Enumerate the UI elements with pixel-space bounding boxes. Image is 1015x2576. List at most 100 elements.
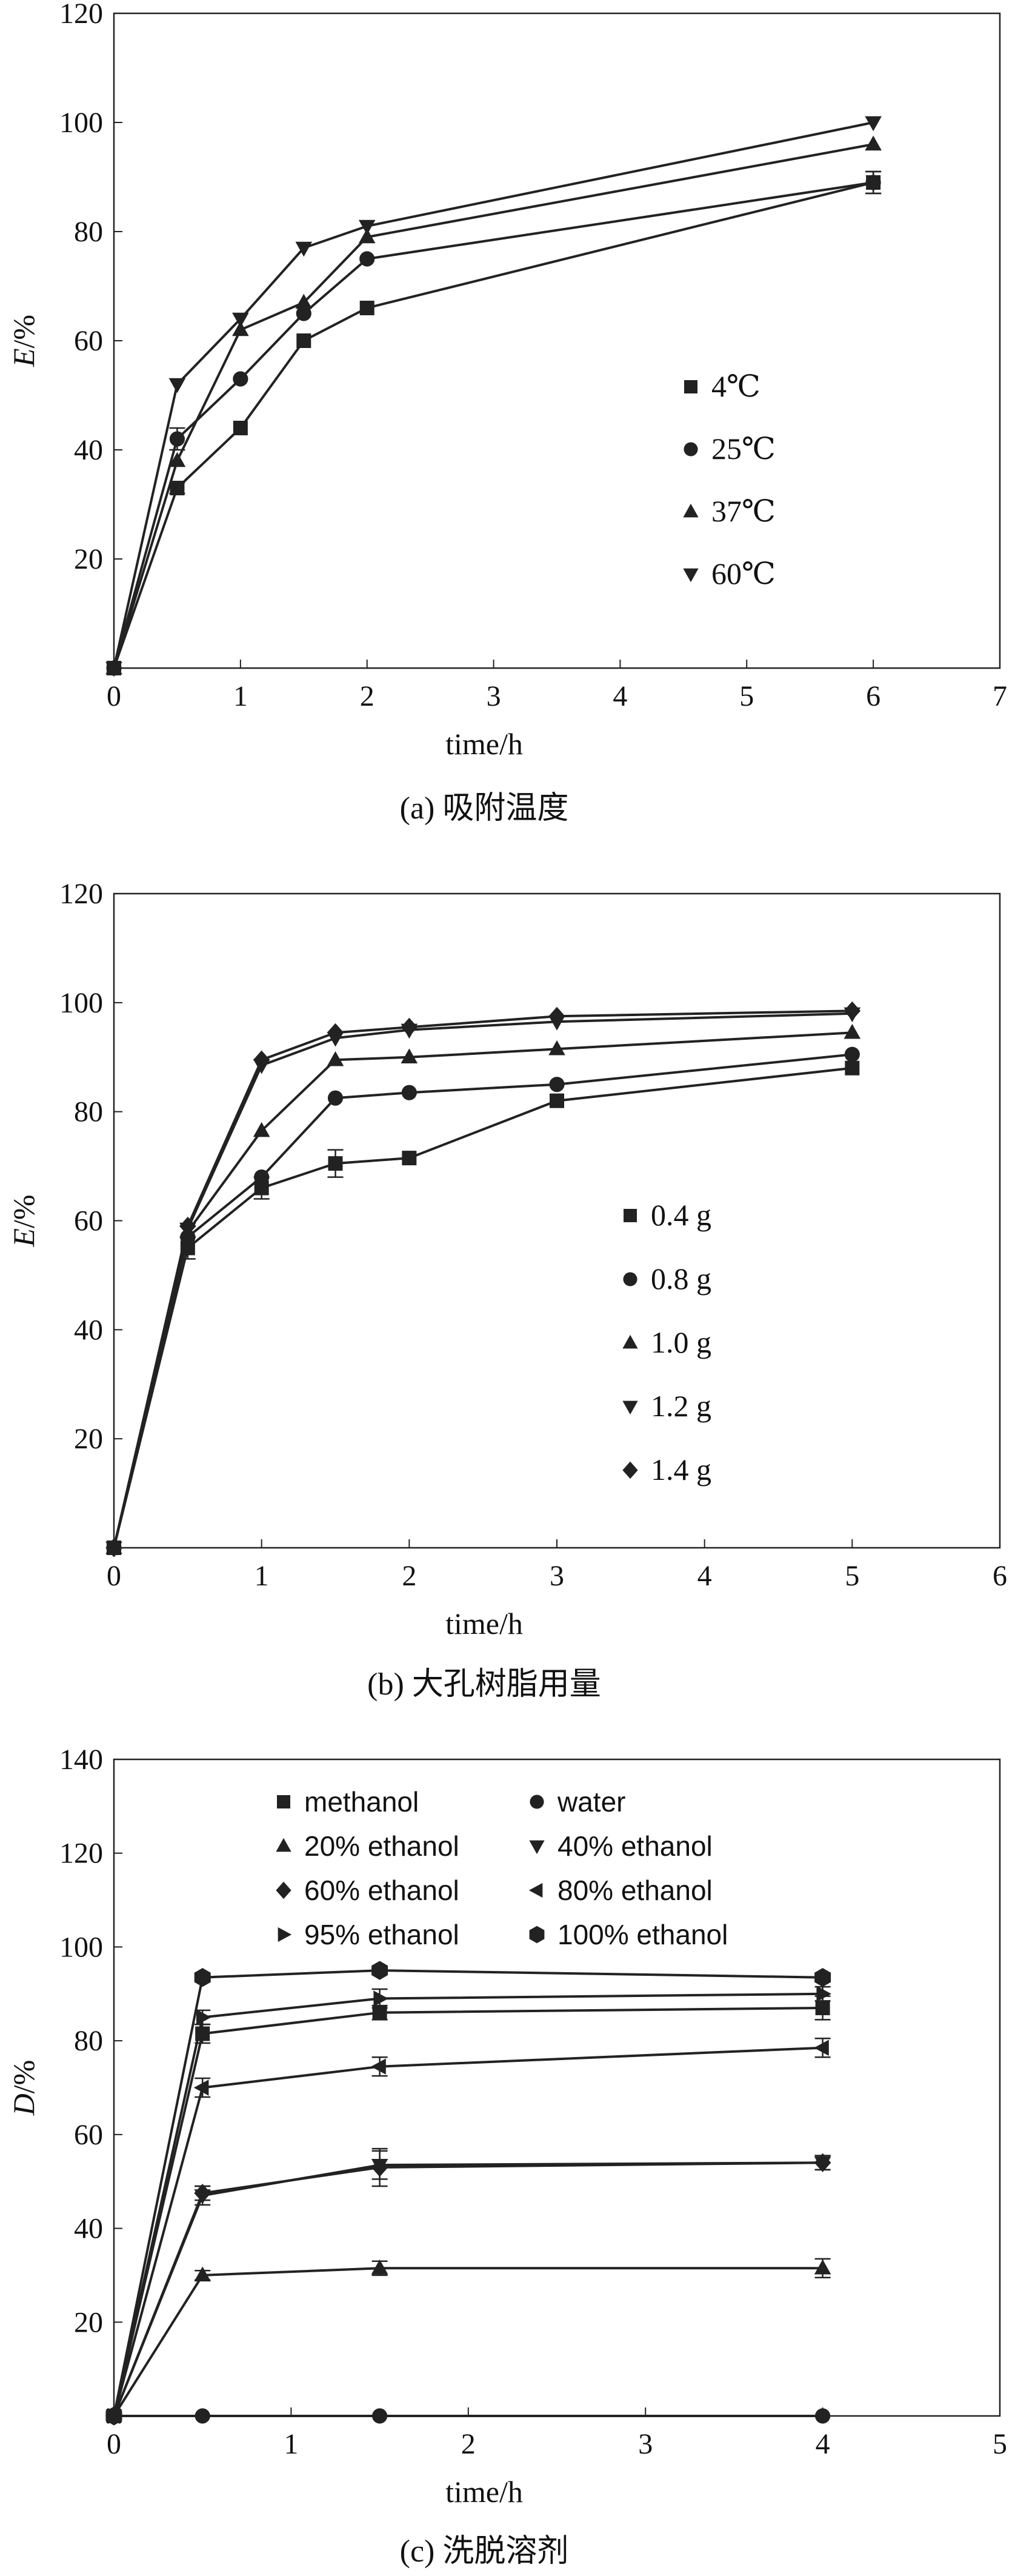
series-0-8-g	[106, 1046, 860, 1556]
legend-marker	[683, 568, 699, 583]
legend-label: 100% ethanol	[557, 1919, 728, 1950]
data-point	[815, 2000, 830, 2015]
y-tick-label: 60	[74, 2119, 103, 2151]
series-line	[113, 143, 874, 669]
data-point	[105, 661, 122, 677]
series-line	[113, 1992, 823, 2417]
legend-label: 1.0 g	[651, 1325, 711, 1359]
x-tick-label: 3	[638, 2428, 653, 2460]
legend-marker	[277, 1795, 290, 1808]
x-tick-label: 2	[402, 1560, 416, 1592]
legend-marker	[622, 1400, 638, 1415]
legend-marker	[622, 1334, 638, 1349]
data-point	[232, 312, 249, 328]
legend-marker	[623, 1272, 637, 1286]
data-point	[549, 1077, 565, 1092]
data-point	[372, 2408, 388, 2424]
y-tick-label: 60	[74, 1205, 103, 1237]
legend-marker	[530, 1795, 544, 1809]
legend-marker	[622, 1461, 638, 1479]
x-tick-label: 4	[816, 2428, 830, 2460]
series-line	[113, 2046, 823, 2417]
y-tick-label: 20	[74, 1423, 103, 1455]
legend-label: 95% ethanol	[304, 1919, 459, 1950]
legend-marker	[683, 503, 699, 518]
data-point	[328, 1156, 343, 1171]
data-point	[844, 1046, 860, 1062]
plot-frame	[113, 892, 1001, 1549]
data-point	[194, 2266, 211, 2282]
legend-marker	[276, 1881, 291, 1899]
legend-label: 80% ethanol	[557, 1875, 713, 1906]
legend: 0.4 g 0.8 g 1.0 g 1.2 g 1.4 g	[622, 1198, 711, 1487]
chart-2: 0 1 2 3 4 5 6 20 40 60 80 100 120 time/h E/% (b) 大孔树脂用量…	[7, 878, 1007, 1702]
series-line	[113, 2267, 823, 2417]
y-tick-label: 120	[59, 878, 103, 910]
x-tick-label: 1	[255, 1560, 269, 1592]
chart-caption: (c) 洗脱溶剂	[400, 2534, 569, 2569]
data-point	[550, 1093, 564, 1108]
series-80-ethanol	[105, 2038, 831, 2424]
data-point	[194, 2183, 211, 2203]
y-axis-label: E/%	[7, 1194, 41, 1247]
series-100-ethanol	[105, 1961, 831, 2426]
x-tick-label: 5	[739, 680, 754, 712]
x-tick-label: 7	[993, 680, 1007, 712]
x-tick-label: 3	[550, 1560, 564, 1592]
data-point	[371, 1961, 388, 1980]
chart-caption: (a) 吸附温度	[400, 791, 569, 826]
data-point	[194, 1968, 211, 1987]
x-tick-label: 3	[487, 680, 501, 712]
legend-label: 60℃	[711, 557, 776, 590]
legend-label: 60% ethanol	[304, 1875, 459, 1906]
data-point	[816, 1986, 831, 2002]
data-point	[254, 1169, 270, 1185]
data-point	[401, 1085, 417, 1100]
legend-label: 4℃	[711, 369, 760, 403]
chart-1: 0 1 2 3 4 5 6 7 20 40 60 80 100 120 time/h E/% (a) 吸附温度 4…	[7, 0, 1007, 826]
x-axis-label: time/h	[445, 1607, 523, 1641]
data-point	[327, 1023, 344, 1042]
x-tick-label: 1	[284, 2428, 298, 2460]
data-point	[371, 2259, 388, 2275]
x-axis-label: time/h	[445, 727, 523, 761]
data-point	[373, 1990, 388, 2007]
x-tick-label: 4	[697, 1560, 712, 1592]
y-tick-label: 120	[59, 1838, 103, 1870]
data-point	[195, 2408, 210, 2424]
series-line	[113, 1012, 853, 1548]
legend-label: 40% ethanol	[557, 1830, 713, 1862]
legend: methanol water 20% ethanol 40% ethanol 60% e…	[276, 1786, 728, 1950]
series-1-0-g	[105, 1023, 861, 1554]
data-point	[815, 2408, 831, 2424]
plot-frame	[113, 12, 1001, 669]
data-point	[401, 1017, 418, 1037]
x-tick-label: 2	[461, 2428, 476, 2460]
x-tick-label: 5	[993, 2428, 1007, 2460]
series-line	[113, 1031, 853, 1548]
data-point	[193, 2079, 209, 2096]
data-point	[814, 2153, 831, 2172]
series-line	[113, 181, 874, 669]
data-point	[844, 1023, 861, 1039]
data-point	[179, 1216, 196, 1236]
chart-3: 0 1 2 3 4 5 20 40 60 80 100 120 140 time/h D/% (c) 洗脱溶剂…	[7, 1744, 1007, 2569]
legend-label: 20% ethanol	[304, 1830, 459, 1862]
data-point	[548, 1040, 565, 1055]
series-line	[113, 1066, 853, 1548]
x-tick-label: 1	[233, 680, 248, 712]
data-point	[105, 1538, 122, 1557]
legend-label: 25℃	[711, 432, 776, 466]
data-point	[327, 1090, 344, 1106]
x-tick-label: 6	[866, 680, 880, 712]
legend-label: 1.4 g	[651, 1453, 711, 1487]
data-point	[814, 2259, 831, 2275]
series-37-	[105, 135, 882, 675]
y-tick-label: 40	[74, 1314, 103, 1346]
data-point	[295, 293, 313, 309]
series-4-	[107, 170, 882, 675]
data-point	[233, 371, 248, 387]
legend-label: 0.4 g	[651, 1198, 711, 1232]
x-tick-label: 0	[107, 680, 121, 712]
series-line	[113, 1969, 823, 2417]
